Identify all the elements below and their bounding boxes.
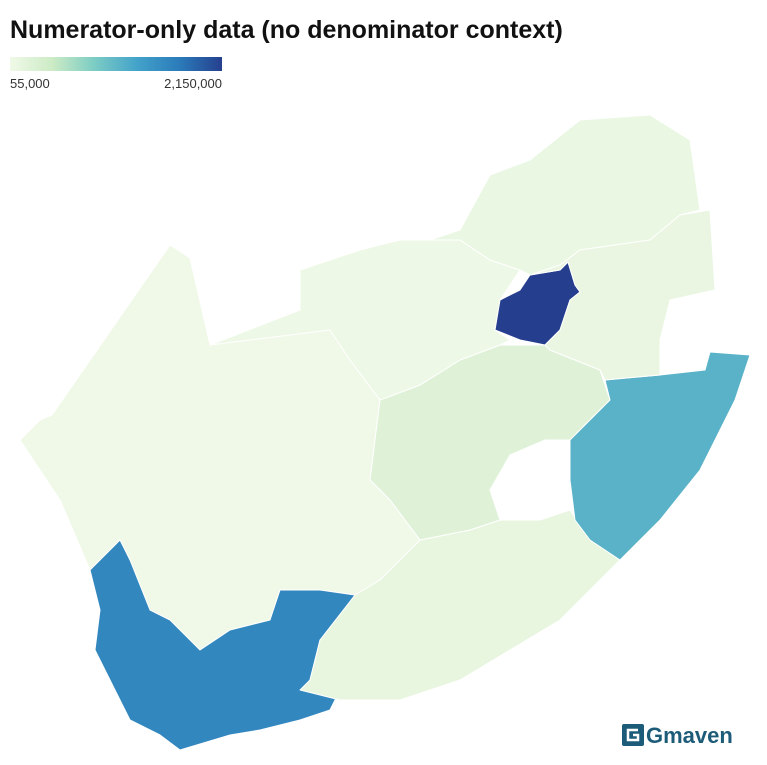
region (299, 509, 621, 701)
legend-min-label: 55,000 (10, 76, 50, 91)
legend-gradient (10, 57, 222, 71)
logo-icon-g (626, 728, 640, 742)
logo: Gmaven (622, 723, 733, 748)
region (209, 239, 521, 401)
regions (19, 114, 751, 751)
legend-max-label: 2,150,000 (164, 76, 222, 91)
region (529, 209, 716, 381)
logo-text: Gmaven (646, 723, 733, 748)
chart-title: Numerator-only data (no denominator cont… (10, 16, 563, 44)
